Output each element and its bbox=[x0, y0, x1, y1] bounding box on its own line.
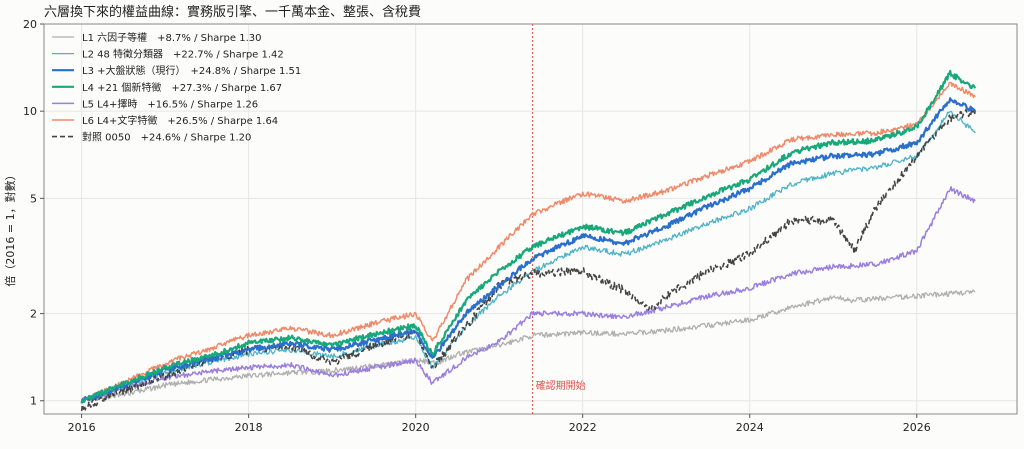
legend-entry: L4 +21 個新特徵 +27.3% / Sharpe 1.67 bbox=[82, 81, 282, 94]
series-line-7 bbox=[80, 108, 976, 412]
x-tick-label: 2026 bbox=[903, 421, 931, 434]
y-tick-label: 1 bbox=[30, 395, 37, 408]
confirmation-start-label: 確認期開始 bbox=[536, 379, 586, 392]
legend-entry: L6 L4+文字特徵 +26.5% / Sharpe 1.64 bbox=[82, 114, 278, 127]
y-tick-label: 10 bbox=[23, 105, 37, 118]
plot-frame bbox=[43, 23, 1018, 415]
legend-entry: L1 六因子等權 +8.7% / Sharpe 1.30 bbox=[82, 31, 262, 44]
series-line-4 bbox=[80, 69, 977, 404]
series-line-6 bbox=[80, 81, 976, 404]
series-line-1 bbox=[80, 289, 976, 404]
x-tick-label: 2022 bbox=[569, 421, 597, 434]
x-tick-label: 2016 bbox=[68, 421, 96, 434]
chart-title: 六層換下來的權益曲線：實務版引擎、一千萬本金、整張、含稅費 bbox=[44, 4, 421, 20]
x-tick-label: 2024 bbox=[736, 421, 764, 434]
legend-entry: L5 L4+擇時 +16.5% / Sharpe 1.26 bbox=[82, 97, 258, 110]
y-tick-label: 20 bbox=[23, 18, 37, 31]
x-tick-label: 2018 bbox=[235, 421, 263, 434]
legend-entry: L2 48 特徵分類器 +22.7% / Sharpe 1.42 bbox=[82, 48, 284, 61]
y-axis-label: 倍（2016 = 1，對數） bbox=[3, 169, 17, 286]
y-tick-label: 2 bbox=[30, 308, 37, 321]
legend-entry: 對照 0050 +24.6% / Sharpe 1.20 bbox=[82, 131, 251, 144]
legend-entry: L3 +大盤狀態（現行） +24.8% / Sharpe 1.51 bbox=[82, 64, 301, 77]
y-tick-label: 5 bbox=[30, 192, 37, 205]
x-tick-label: 2020 bbox=[402, 421, 430, 434]
series-line-3 bbox=[80, 97, 977, 404]
series-line-5 bbox=[80, 186, 976, 404]
